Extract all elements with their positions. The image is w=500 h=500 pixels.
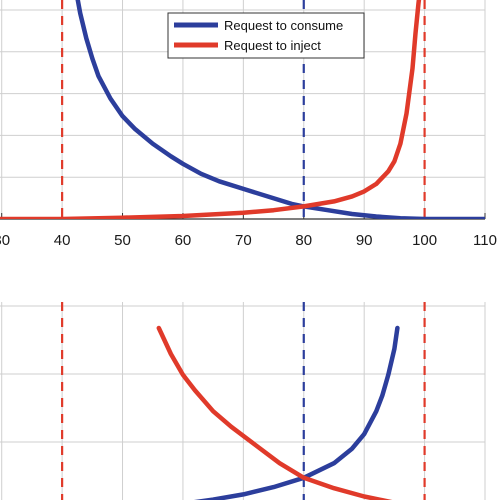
x-tick-label: 110	[473, 232, 497, 249]
x-tick-label: 70	[235, 232, 252, 249]
x-tick-label: 90	[356, 232, 373, 249]
legend-label: Request to consume	[224, 18, 343, 33]
legend-box	[167, 12, 365, 59]
x-tick-label: 30	[0, 232, 10, 249]
series-line-inject	[156, 325, 393, 500]
x-tick-label: 60	[175, 232, 192, 249]
series-line-inject	[0, 0, 422, 219]
series-line-consume	[193, 325, 400, 500]
top-panel: 30 40 50 60 70 80 90 100 110	[0, 0, 497, 249]
legend: Request to consume Request to inject	[167, 12, 365, 59]
bottom-panel	[0, 302, 486, 500]
legend-label: Request to inject	[224, 38, 321, 53]
x-tick-label: 80	[295, 232, 312, 249]
x-tick-label: 100	[412, 232, 437, 249]
x-tick-label: 50	[114, 232, 131, 249]
x-tick-label: 40	[54, 232, 71, 249]
series-line-consume	[75, 0, 485, 219]
